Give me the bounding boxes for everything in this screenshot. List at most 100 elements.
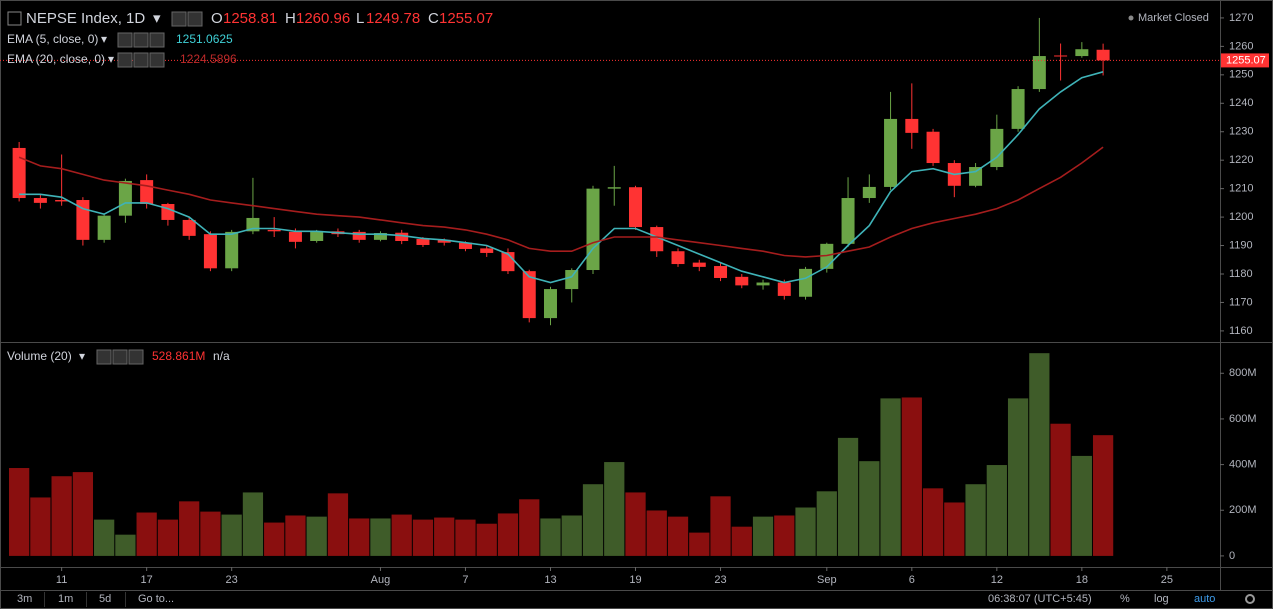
candle-body: [671, 251, 685, 265]
candle-body: [288, 231, 302, 242]
ema5-value: 1251.0625: [176, 32, 233, 46]
volume-bar: [689, 532, 710, 556]
volume-bar: [51, 476, 72, 556]
x-tick-label: 17: [141, 574, 153, 586]
y-tick-label: 1180: [1229, 268, 1253, 280]
symbol-title: NEPSE Index, 1D: [26, 10, 145, 27]
candle-body: [543, 289, 557, 319]
volume-bar: [94, 519, 115, 556]
volume-bar: [965, 484, 986, 556]
dropdown-arrow[interactable]: ▾: [79, 349, 85, 363]
candle-body: [1011, 89, 1025, 129]
log-button[interactable]: log: [1154, 593, 1169, 605]
x-tick-label: Sep: [817, 574, 837, 586]
close-label: C: [428, 10, 439, 27]
y-tick-label: 1250: [1229, 69, 1253, 81]
ema-line: [19, 71, 1104, 284]
y-tick-label: 0: [1229, 550, 1235, 562]
volume-bar: [497, 513, 519, 556]
volume-bar: [391, 514, 412, 556]
last-price-tag: [1221, 53, 1269, 68]
volume-bar: [1029, 353, 1050, 556]
range-button[interactable]: 3m: [17, 593, 32, 605]
candle-body: [990, 128, 1004, 168]
volume-bar: [710, 496, 731, 556]
candle-body: [161, 204, 175, 220]
volume-bar: [837, 437, 859, 556]
volume-bar: [221, 514, 242, 556]
candle-body: [905, 118, 919, 133]
high-value: 1260.96: [296, 10, 350, 27]
candle-body: [118, 180, 132, 216]
volume-bar: [412, 519, 434, 556]
candle-body: [395, 232, 409, 241]
candle-body: [480, 248, 494, 253]
y-tick-label: 1260: [1229, 40, 1253, 52]
candle-body: [12, 147, 26, 199]
volume-bar: [1007, 398, 1029, 556]
volume-bar: [242, 492, 264, 556]
candle-body: [756, 282, 770, 286]
candle-body: [267, 229, 281, 232]
x-tick-label: 7: [462, 574, 468, 586]
volume-bar: [455, 519, 476, 556]
goto-button[interactable]: Go to...: [138, 593, 174, 605]
candle-body: [969, 167, 983, 186]
candle-body: [862, 186, 876, 199]
volume-bar: [72, 472, 94, 556]
candle-body: [416, 239, 430, 245]
clock: 06:38:07 (UTC+5:45): [988, 593, 1092, 605]
percent-button[interactable]: %: [1120, 593, 1130, 605]
candle-body: [373, 233, 387, 240]
candle-body: [182, 219, 196, 236]
volume-bar: [795, 507, 816, 556]
y-tick-label: 1200: [1229, 211, 1253, 223]
x-tick-label: 12: [991, 574, 1003, 586]
volume-bar: [30, 497, 51, 556]
volume-bar: [200, 511, 221, 556]
range-button[interactable]: 1m: [58, 593, 73, 605]
x-tick-label: 11: [56, 574, 67, 586]
candle-body: [650, 227, 664, 252]
candle-body: [55, 200, 69, 202]
candle-body: [799, 268, 813, 297]
volume-bar: [136, 512, 157, 556]
candle-body: [926, 131, 940, 164]
range-button[interactable]: 5d: [99, 593, 111, 605]
candle-body: [437, 239, 451, 243]
dropdown-arrow[interactable]: ▾: [108, 52, 114, 66]
volume-bar: [349, 518, 370, 556]
volume-bar: [9, 468, 30, 556]
dropdown-arrow[interactable]: ▾: [101, 32, 107, 46]
volume-extra: n/a: [213, 349, 230, 363]
last-price-label: 1255.07: [1226, 54, 1266, 66]
candle-body: [522, 271, 536, 319]
candle-body: [97, 215, 111, 240]
ema20-legend: EMA (20, close, 0): [7, 52, 105, 66]
legend-icons[interactable]: [96, 11, 203, 365]
volume-bar: [880, 398, 901, 556]
volume-bar: [370, 518, 391, 556]
ema20-value: 1224.5896: [180, 52, 237, 66]
auto-button[interactable]: auto: [1194, 593, 1215, 605]
x-tick-label: 13: [544, 574, 556, 586]
x-tick-label: 25: [1161, 574, 1173, 586]
y-tick-label: 600M: [1229, 413, 1257, 425]
y-tick-label: 1230: [1229, 126, 1253, 138]
candle-body: [692, 262, 706, 267]
open-value: 1258.81: [223, 10, 277, 27]
volume-legend: Volume (20): [7, 349, 72, 363]
dropdown-arrow[interactable]: ▾: [153, 10, 161, 27]
candle-body: [225, 231, 239, 269]
y-tick-label: 1220: [1229, 154, 1253, 166]
volume-bar: [752, 516, 774, 556]
y-tick-label: 1210: [1229, 183, 1253, 195]
volume-bar: [476, 523, 497, 556]
volume-bar: [604, 462, 625, 556]
candle-body: [310, 231, 324, 241]
volume-bar: [1071, 455, 1092, 556]
volume-bar: [434, 517, 455, 556]
settings-icon[interactable]: [1245, 594, 1255, 604]
symbol-icon[interactable]: [7, 11, 22, 26]
